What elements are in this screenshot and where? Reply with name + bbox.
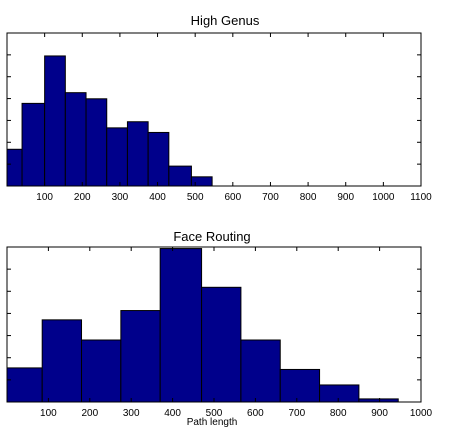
histogram-bar-0 — [6, 148, 23, 187]
x-tick-label: 1000 — [410, 408, 433, 419]
histogram-bar-3 — [64, 92, 87, 187]
x-tick-label: 100 — [36, 192, 53, 203]
x-tick-label: 800 — [300, 192, 317, 203]
x-tick-label: 400 — [164, 408, 181, 419]
x-tick-label: 200 — [81, 408, 98, 419]
histogram-bar-9 — [190, 176, 213, 187]
histogram-bar-7 — [279, 368, 321, 403]
histogram-bar-8 — [319, 384, 360, 403]
x-tick-label: 300 — [112, 192, 129, 203]
x-tick-label: 700 — [262, 192, 279, 203]
x-tick-label: 800 — [330, 408, 347, 419]
histogram-bar-5 — [201, 286, 242, 403]
plot-frame — [6, 32, 422, 187]
x-tick-label: 200 — [74, 192, 91, 203]
x-tick-label: 300 — [123, 408, 140, 419]
histogram-bar-8 — [168, 165, 192, 187]
histogram-bar-5 — [106, 127, 128, 187]
x-tick-label: 700 — [288, 408, 305, 419]
histogram-bar-3 — [120, 310, 161, 403]
x-tick-label: 600 — [247, 408, 264, 419]
x-tick-label: 500 — [187, 192, 204, 203]
x-tick-label: 1000 — [372, 192, 395, 203]
histogram-bar-6 — [240, 339, 281, 403]
x-tick-label: 900 — [371, 408, 388, 419]
x-tick-label: 500 — [206, 408, 223, 419]
x-tick-label: 400 — [149, 192, 166, 203]
histogram-bar-0 — [6, 367, 43, 403]
chart-title: High Genus — [191, 13, 260, 28]
face-routing-histogram: Face Routing Path length 100 200 300 400 500… — [6, 229, 433, 428]
histogram-bar-1 — [21, 102, 46, 187]
histogram-bar-4 — [85, 98, 108, 187]
histogram-bar-7 — [147, 131, 170, 187]
x-tick-label: 1100 — [410, 192, 432, 203]
chart-title: Face Routing — [173, 229, 250, 244]
histogram-bar-6 — [126, 121, 149, 187]
high-genus-histogram: High Genus 100 200 300 400 500 600 700 800 900 10… — [6, 13, 432, 203]
x-tick-label: 900 — [337, 192, 354, 203]
histogram-bar-4 — [159, 248, 203, 403]
histogram-bar-2 — [44, 55, 66, 187]
histogram-bar-2 — [81, 339, 122, 403]
x-tick-label: 100 — [40, 408, 57, 419]
x-tick-label: 600 — [224, 192, 241, 203]
x-axis-label: Path length — [187, 417, 238, 428]
histogram-bar-1 — [41, 319, 83, 403]
